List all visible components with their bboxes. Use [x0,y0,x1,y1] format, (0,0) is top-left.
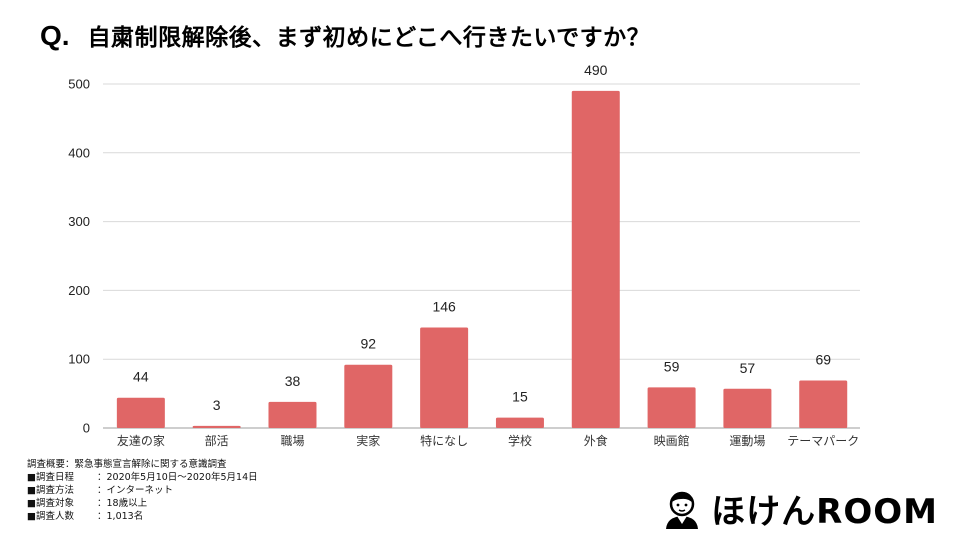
data-label: 490 [584,62,608,78]
y-tick-label: 100 [68,352,90,367]
x-tick-label: 運動場 [729,434,765,448]
data-label: 57 [740,360,756,376]
survey-label: ■調査人数 [27,511,74,522]
x-tick-label: 友達の家 [117,433,165,448]
survey-summary: 調査概要：緊急事態宣言解除に関する意識調査 ■調査日程 ：2020年5月10日～… [27,458,258,523]
bar [571,90,620,428]
data-label: 15 [512,389,528,405]
y-tick-label: 200 [68,283,90,298]
y-tick-label: 0 [83,421,90,436]
bar [268,401,317,428]
survey-row-target: ■調査対象 ：18歳以上 [27,497,258,510]
survey-label: ■調査対象 [27,498,74,509]
y-tick-label: 400 [68,145,90,160]
bar [799,380,848,428]
bar [647,387,696,428]
question-text: 自粛制限解除後、まず初めにどこへ行きたいですか？ [87,25,651,51]
survey-label: ■調査日程 [27,472,74,483]
bar [723,388,772,428]
survey-value: ：1,013名 [97,511,144,522]
y-tick-label: 500 [68,77,90,92]
x-tick-label: 特になし [420,433,468,448]
x-tick-label: 学校 [508,433,532,448]
x-tick-label: 部活 [205,433,229,448]
x-tick-label: 実家 [356,433,380,448]
survey-row-method: ■調査方法 ：インターネット [27,484,258,497]
chart-title: Q. 自粛制限解除後、まず初めにどこへ行きたいですか？ [40,18,650,52]
x-tick-label: 映画館 [654,433,690,448]
survey-value: ：インターネット [97,485,174,496]
bar [192,425,241,428]
data-label: 38 [285,373,301,389]
survey-row-schedule: ■調査日程 ：2020年5月10日～2020年5月14日 [27,471,258,484]
brand-logo: ほけんROOM [661,484,938,533]
bar [495,417,544,428]
survey-row-count: ■調査人数 ：1,013名 [27,510,258,523]
bar [344,364,393,428]
survey-heading: 調査概要：緊急事態宣言解除に関する意識調査 [27,459,227,470]
data-label: 92 [361,336,377,352]
x-tick-label: 職場 [280,434,304,448]
person-avatar-icon [666,491,699,529]
data-label: 44 [133,369,149,385]
data-label: 146 [432,299,456,315]
survey-value: ：18歳以上 [97,498,148,509]
bar [420,327,469,428]
survey-value: ：2020年5月10日～2020年5月14日 [97,472,258,483]
data-label: 59 [664,358,680,374]
question-mark-label: Q. [40,20,70,51]
data-label: 69 [815,352,831,368]
data-label: 3 [213,397,221,413]
x-tick-label: テーマパーク [787,434,859,448]
brand-name: ほけんROOM [711,492,938,532]
y-tick-label: 300 [68,214,90,229]
bar [116,397,165,428]
x-tick-label: 外食 [584,433,608,448]
survey-label: ■調査方法 [27,485,74,496]
